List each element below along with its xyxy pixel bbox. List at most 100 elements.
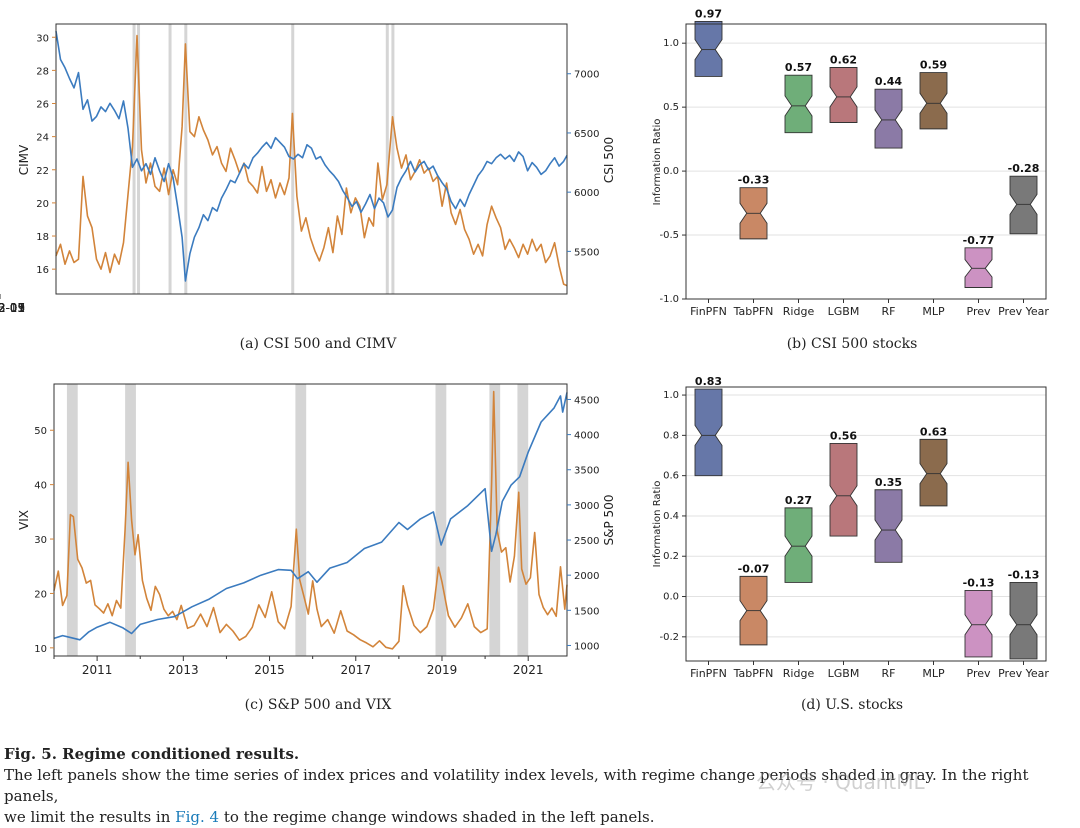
panel-a-y-right-tick-label: 5500: [574, 247, 599, 258]
panel-c-series-s-p-500: [53, 392, 568, 641]
panel-a-y-left-tick-label: 16: [36, 265, 49, 276]
panel-b-mean-label-rf: 0.44: [875, 75, 902, 88]
panel-b-y-tick-label: -1.0: [659, 294, 679, 305]
panel-c-subcaption: (c) S&P 500 and VIX: [245, 697, 392, 713]
panel-d-box-ridge: [784, 507, 813, 583]
panel-b-frame: [685, 23, 1047, 300]
panel-a-frame: [55, 23, 568, 295]
panel-c-y-right-tick-label: 4000: [574, 431, 599, 442]
panel-a-y-left-tick-label: 30: [36, 33, 49, 44]
panel-d-box-rf: [874, 489, 903, 563]
panel-d-x-tick-label-prev: Prev: [967, 667, 991, 680]
panel-b-subcaption: (b) CSI 500 stocks: [787, 336, 918, 352]
panel-d-y-tick-label: -0.2: [659, 632, 679, 643]
panel-d-x-tick-label-ridge: Ridge: [783, 667, 815, 680]
panel-b-y-tick-label: 0.5: [663, 102, 679, 113]
panel-d-subcaption: (d) U.S. stocks: [801, 697, 903, 713]
panel-d-mean-label-prev-year: -0.13: [1008, 568, 1040, 581]
panel-a-regime-shade: [168, 24, 172, 294]
panel-b-y-tick-label: 0.0: [663, 166, 679, 177]
panel-b-box-finpfn: [694, 20, 723, 77]
panel-b-box-prev: [964, 247, 993, 288]
panel-d-y-tick-label: 0.4: [663, 511, 679, 522]
panel-b-mean-label-lgbm: 0.62: [830, 53, 857, 66]
panel-b-x-tick-label-tabpfn: TabPFN: [733, 305, 774, 318]
panel-c-x-tick-label: 2011: [82, 663, 113, 677]
panel-c-y-right-axis-label: S&P 500: [602, 495, 616, 546]
panel-a-y-left-tick-label: 22: [36, 166, 49, 177]
figure: 2022-012022-032022-052022-072022-092022-…: [0, 7, 1049, 713]
panel-b-x-tick-label-rf: RF: [882, 305, 896, 318]
panel-b-x-tick-label-prev: Prev: [967, 305, 991, 318]
panel-c-y-left-tick-label: 50: [34, 426, 47, 437]
panel-b-box-prev-year: [1009, 175, 1038, 235]
panel-c-regime-shade: [517, 384, 529, 656]
panel-b-box-rf: [874, 88, 903, 149]
panel-b-mean-label-prev-year: -0.28: [1008, 162, 1040, 175]
panel-b-mean-label-tabpfn: -0.33: [738, 174, 770, 187]
panel-d-x-tick-label-mlp: MLP: [922, 667, 945, 680]
panel-a-y-left-axis-label: CIMV: [17, 144, 31, 175]
panel-b-mean-label-ridge: 0.57: [785, 61, 812, 74]
panel-d-y-axis-label: Information Ratio: [652, 481, 663, 568]
caption-line-2-start: we limit the results in: [4, 808, 176, 826]
panel-c-x-tick-label: 2015: [254, 663, 285, 677]
panel-a-regime-shade: [137, 24, 141, 294]
panel-a-y-right-tick-label: 6000: [574, 188, 599, 199]
panel-c-frame: [53, 383, 568, 657]
figure-4-link[interactable]: Fig. 4: [175, 808, 220, 826]
panel-d-box-prev-year: [1009, 581, 1038, 660]
panel-b-x-tick-label-ridge: Ridge: [783, 305, 815, 318]
panel-d-mean-label-mlp: 0.63: [920, 425, 947, 438]
panel-c-y-left-tick-label: 10: [34, 644, 47, 655]
panel-c-regime-shade: [489, 384, 501, 656]
panel-a-y-left-tick-label: 20: [36, 199, 49, 210]
panel-d-y-tick-label: 1.0: [663, 390, 679, 401]
panel-a-regime-shade: [385, 24, 389, 294]
panel-c-y-left-tick-label: 30: [34, 535, 47, 546]
panel-d-mean-label-finpfn: 0.83: [695, 375, 722, 388]
panel-b-x-tick-label-prev-year: Prev Year: [998, 305, 1049, 318]
panel-d-y-tick-label: 0.8: [663, 430, 679, 441]
panel-c-y-right-tick-label: 1000: [574, 641, 599, 652]
panel-d-y-tick-label: 0.6: [663, 471, 679, 482]
panel-c-y-left-axis-label: VIX: [17, 510, 31, 530]
panel-b-x-tick-label-lgbm: LGBM: [828, 305, 860, 318]
panel-d-mean-label-lgbm: 0.56: [830, 429, 857, 442]
panel-c-regime-shade: [125, 384, 136, 656]
panel-b-x-tick-label-mlp: MLP: [922, 305, 945, 318]
panel-c-y-right-tick-label: 3500: [574, 466, 599, 477]
panel-a-y-left-tick-label: 24: [36, 133, 49, 144]
panel-b-y-tick-label: -0.5: [659, 230, 679, 241]
panel-b-box-lgbm: [829, 67, 858, 123]
panel-d-box-lgbm: [829, 442, 858, 537]
panel-c-x-tick-label: 2019: [427, 663, 458, 677]
panel-b-mean-label-mlp: 0.59: [920, 59, 947, 72]
caption-line-1: The left panels show the time series of …: [4, 766, 1029, 805]
panel-c-y-left-tick-label: 40: [34, 481, 47, 492]
panel-a-y-left-tick-label: 26: [36, 100, 49, 111]
panel-c-y-right-tick-label: 3000: [574, 501, 599, 512]
panel-d-y-tick-label: 0.0: [663, 592, 679, 603]
panel-c-x-tick-label: 2013: [168, 663, 199, 677]
panel-b-box-ridge: [784, 74, 813, 134]
panel-c-regime-shade: [435, 384, 447, 656]
panel-a-y-left-tick-label: 18: [36, 232, 49, 243]
panel-d-mean-label-prev: -0.13: [963, 576, 995, 589]
caption-line-2: we limit the results in Fig. 4 to the re…: [4, 807, 1076, 828]
panel-a-y-right-tick-label: 6500: [574, 129, 599, 140]
panel-a-y-right-tick-label: 7000: [574, 70, 599, 81]
panel-d-frame: [685, 386, 1047, 662]
panel-d-mean-label-tabpfn: -0.07: [738, 562, 770, 575]
panel-d-x-tick-label-lgbm: LGBM: [828, 667, 860, 680]
caption-title: Fig. 5. Regime conditioned results.: [4, 745, 300, 763]
caption-line-2-end: to the regime change windows shaded in t…: [219, 808, 655, 826]
panel-c-x-tick-label: 2017: [340, 663, 371, 677]
panel-c-y-left-tick-label: 20: [34, 589, 47, 600]
panel-d-box-mlp: [919, 438, 948, 507]
panel-d-x-tick-label-tabpfn: TabPFN: [733, 667, 774, 680]
panel-b-x-tick-label-finpfn: FinPFN: [690, 305, 727, 318]
panel-a-y-left-tick-label: 28: [36, 66, 49, 77]
panel-a-series-cimv: [55, 34, 568, 287]
